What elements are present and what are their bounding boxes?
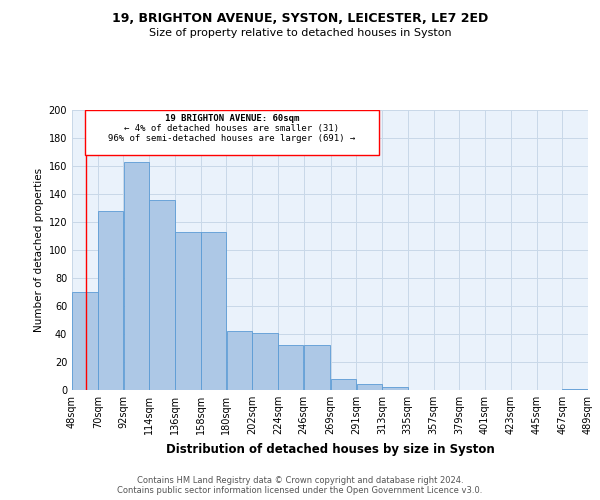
Text: Size of property relative to detached houses in Syston: Size of property relative to detached ho… (149, 28, 451, 38)
Text: Contains public sector information licensed under the Open Government Licence v3: Contains public sector information licen… (118, 486, 482, 495)
Bar (98, 211, 124, 390)
Y-axis label: Number of detached properties: Number of detached properties (34, 168, 44, 332)
Bar (201, 232, 226, 390)
Bar (227, 331, 252, 390)
FancyBboxPatch shape (85, 110, 379, 155)
Text: 19, BRIGHTON AVENUE, SYSTON, LEICESTER, LE7 2ED: 19, BRIGHTON AVENUE, SYSTON, LEICESTER, … (112, 12, 488, 26)
Text: Contains HM Land Registry data © Crown copyright and database right 2024.: Contains HM Land Registry data © Crown c… (137, 476, 463, 485)
X-axis label: Distribution of detached houses by size in Syston: Distribution of detached houses by size … (166, 442, 494, 456)
Bar (562, 388, 588, 390)
Bar (278, 345, 304, 390)
Text: 19 BRIGHTON AVENUE: 60sqm: 19 BRIGHTON AVENUE: 60sqm (164, 114, 299, 123)
Bar (175, 232, 200, 390)
Bar (356, 384, 382, 390)
Bar (72, 292, 98, 390)
Bar (124, 162, 149, 390)
Bar (253, 332, 278, 390)
Text: ← 4% of detached houses are smaller (31): ← 4% of detached houses are smaller (31) (124, 124, 339, 133)
Bar (331, 379, 356, 390)
Bar (149, 200, 175, 390)
Bar (382, 387, 407, 390)
Text: 96% of semi-detached houses are larger (691) →: 96% of semi-detached houses are larger (… (108, 134, 355, 143)
Bar (304, 345, 331, 390)
